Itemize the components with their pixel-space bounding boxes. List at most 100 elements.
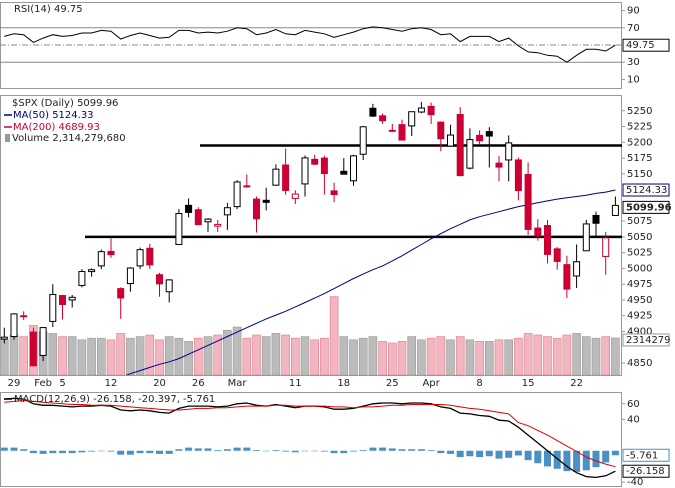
candle-body [29,331,37,367]
x-tick-label: 15 [522,378,535,389]
volume-bar [290,337,300,375]
macd-values: -26.158, -20.397, -5.761 [93,394,215,405]
x-tick-label: 25 [386,378,399,389]
volume-bar [135,336,145,375]
volume-bar [543,336,552,375]
candle-body [417,107,425,113]
rsi-tick-label: 70 [627,23,640,34]
candle-body [0,336,8,340]
candle-body [466,139,474,169]
volume-bar [397,341,407,375]
macd-histogram-bar [320,450,328,452]
macd-histogram-bar [272,449,280,451]
macd-histogram-bar [156,450,163,454]
rsi-value: 49.75 [54,4,83,15]
candle-body [369,107,377,117]
x-tick-label: Mar [228,378,248,389]
volume-bar [514,337,523,375]
volume-bar [0,339,9,375]
x-tick-label: 8 [476,378,482,389]
ma200-legend: MA(200) 4689.93 [13,122,100,133]
candle-body [573,261,581,277]
macd-histogram-bar [165,450,173,454]
macd-histogram-bar [49,450,57,454]
macd-tick-label: 40 [627,414,640,425]
volume-bar [300,336,310,375]
candle-body [330,190,338,196]
volume-icon [5,134,10,142]
price-layer [0,101,622,375]
candle-body [10,313,18,338]
axes: 5250 5225 5200 5175 5150 5075 5050 5025 5000 4975… [8,6,672,488]
macd-histogram-bar [563,450,571,472]
candle-body [107,250,115,256]
ma50-name: MA(50) [13,110,49,121]
volume-bar [58,336,67,375]
macd-histogram-bar [330,450,338,454]
rsi-legend: RSI(14) 49.75 [14,4,83,15]
candle-body [505,142,513,161]
rsi-tick-label: 30 [627,57,640,68]
candle-body [359,126,367,155]
macd-histogram-bar [408,449,416,451]
value-tag: 5099.96 [626,202,672,213]
x-tick-label: 29 [8,378,21,389]
candle-body [476,134,484,142]
value-tag: -5.761 [626,450,658,461]
macd-legend: MACD(12,26,9) -26.158, -20.397, -5.761 [14,394,215,405]
volume-bar [310,339,320,375]
volume-bar [19,336,29,375]
x-tick-label: 18 [337,378,350,389]
candle-body [582,223,590,252]
candle-body [495,162,503,168]
macd-histogram-bar [582,450,590,471]
candle-body [311,158,319,165]
macd-histogram-bar [97,450,105,452]
candle-body [301,157,309,185]
volume-bar [77,339,87,375]
macd-histogram-bar [68,450,76,454]
candle-body [223,207,231,216]
candle-body [592,214,600,224]
candle-body [165,279,173,293]
macd-histogram-bar [10,447,18,451]
volume-bar [194,337,203,375]
volume-bar [232,326,242,375]
x-tick-label: 5 [59,378,65,389]
macd-histogram-bar [39,450,47,454]
last-close: 5099.96 [77,98,118,109]
macd-histogram-bar [126,450,134,455]
y-tick-label: 4925 [627,311,652,322]
volume-bar [48,333,58,375]
macd-histogram-bar [311,450,319,452]
price-legend: $SPX (Daily) 5099.96 [12,98,118,109]
y-tick-label: 5150 [627,169,652,180]
candle-body [146,247,154,266]
price-panel [0,95,622,376]
candle-body [194,209,202,226]
macd-histogram-bar [524,450,532,461]
rsi-layer [0,26,622,63]
volume-bar [261,336,271,375]
volume-legend: Volume 2,314,279,680 [12,133,126,144]
macd-histogram-bar [573,450,581,472]
macd-histogram-bar [194,448,202,451]
value-tag: 49.75 [626,40,655,51]
volume-bar [106,339,116,375]
candle-body [485,131,493,137]
macd-histogram-bar [505,450,513,458]
candle-body [243,185,251,188]
volume-bar [465,339,475,375]
value-tag: -26.158 [626,466,665,477]
candle-body [398,124,406,141]
candle-body [175,213,183,245]
volume-bar [358,337,368,375]
volume-bar [484,341,494,375]
candle-body [447,134,454,147]
macd-histogram-bar [78,450,86,453]
volume-bar [494,339,504,375]
volume-bar [446,339,455,375]
volume-bar [407,336,417,375]
value-tag-box [622,464,670,478]
macd-tick-label: 60 [627,399,640,410]
